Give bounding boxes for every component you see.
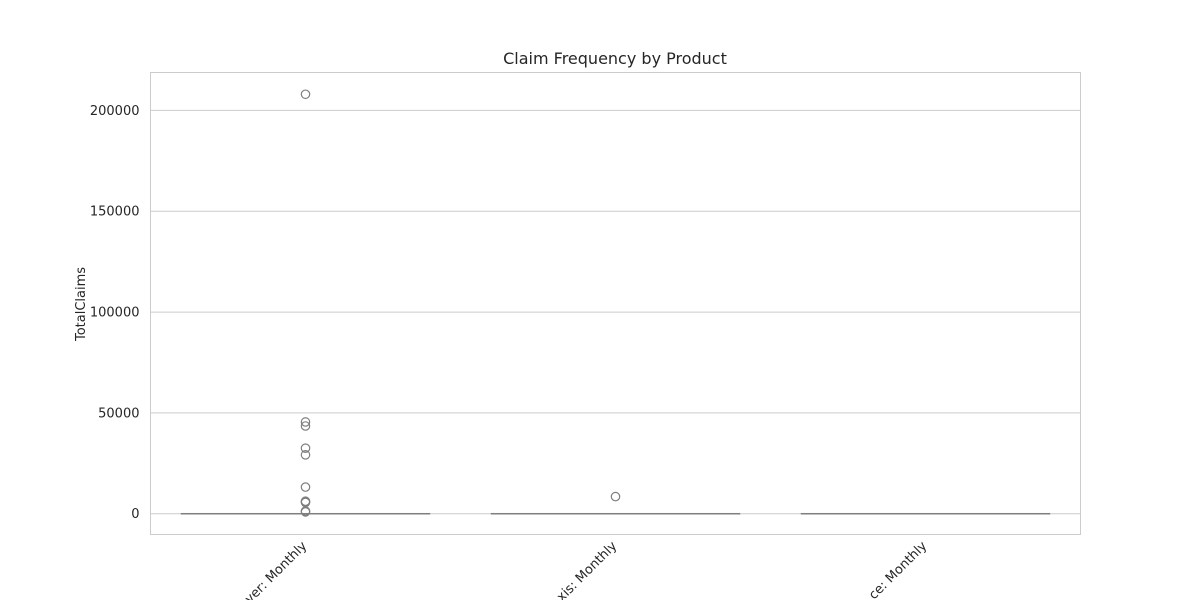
grid-lines	[150, 109, 1081, 515]
outlier-point	[300, 417, 311, 427]
outlier-point	[300, 421, 311, 431]
y-tick-label: 200000	[90, 104, 140, 119]
y-ticks: 0 50000 100000 150000 200000	[90, 104, 140, 522]
outliers-group	[300, 89, 621, 517]
y-tick-label: 50000	[98, 406, 139, 421]
chart-title: Claim Frequency by Product	[503, 49, 727, 68]
plot-frame	[150, 72, 1081, 535]
x-ticks: ver: Monthly xis: Monthly ce: Monthly	[242, 539, 930, 600]
outlier-point	[300, 450, 311, 460]
x-tick-label: xis: Monthly	[554, 539, 620, 600]
y-tick-label: 0	[131, 507, 139, 522]
x-tick-label: ver: Monthly	[242, 539, 310, 600]
outlier-point	[300, 89, 311, 100]
outlier-point	[300, 507, 311, 517]
outlier-point	[610, 491, 621, 502]
y-tick-label: 150000	[90, 205, 140, 220]
y-axis-label: TotalClaims	[74, 267, 89, 342]
outlier-point	[300, 482, 311, 492]
x-tick-label: ce: Monthly	[866, 539, 930, 600]
outlier-point	[300, 443, 311, 453]
y-tick-label: 100000	[90, 306, 140, 321]
